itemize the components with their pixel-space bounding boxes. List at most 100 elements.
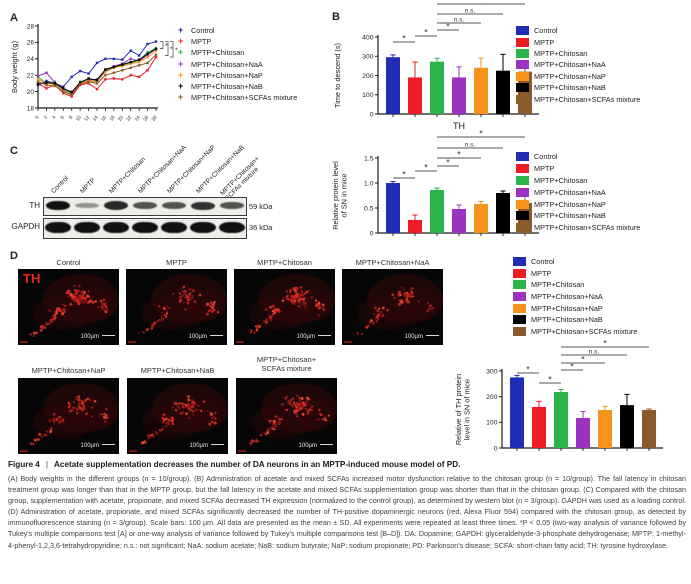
data-point [129, 60, 132, 64]
significance-asterisk: * [170, 47, 173, 54]
th-positive-neuron-dot [273, 310, 275, 312]
th-positive-neuron-dot [72, 401, 75, 403]
legend-row: Control [516, 25, 640, 36]
y-tick-label: 100 [486, 420, 498, 427]
data-point [95, 78, 99, 82]
th-positive-neuron-dot [292, 294, 295, 297]
legend-line-marker-icon: + [178, 47, 184, 58]
y-tick-label: 28 [27, 23, 35, 30]
legend-label: MPTP+Chitosan+NaP [531, 303, 603, 313]
micrograph-title: MPTP+Chitosan+NaP [31, 366, 106, 375]
th-positive-neuron-dot [375, 320, 378, 323]
th-positive-neuron-dot [322, 305, 324, 308]
th-positive-neuron-dot [167, 422, 170, 426]
th-positive-neuron-dot [289, 293, 292, 296]
x-tick-label: 20 [117, 114, 125, 122]
th-positive-neuron-dot [427, 309, 430, 312]
bar [452, 209, 466, 233]
th-positive-neuron-dot [317, 314, 321, 317]
th-positive-neuron-dot [317, 304, 321, 308]
scale-bar-line [102, 444, 115, 445]
th-positive-neuron-dot [162, 413, 166, 416]
protein-band [133, 202, 157, 209]
protein-band [104, 201, 129, 210]
legend-label: MPTP+Chitosan+SCFAs mixture [191, 93, 298, 103]
th-positive-neuron-dot [192, 289, 196, 293]
legend-label: MPTP+Chitosan [534, 48, 588, 58]
th-positive-neuron-dot [285, 290, 288, 293]
data-point [87, 80, 90, 83]
th-positive-neuron-dot [291, 302, 295, 305]
th-positive-neuron-dot [76, 295, 79, 299]
significance-label: * [424, 163, 428, 173]
th-positive-neuron-dot [75, 293, 78, 295]
data-point [121, 63, 124, 66]
legend-swatch-icon [516, 71, 529, 81]
th-positive-neuron-dot [271, 304, 275, 308]
scale-bar-line [320, 444, 333, 445]
th-positive-neuron-dot [171, 422, 175, 425]
significance-label: * [446, 22, 450, 32]
th-positive-neuron-dot [300, 407, 304, 410]
legend-row: MPTP+Chitosan+SCFAs mixture [516, 222, 640, 234]
legend-label: MPTP+Chitosan+NaB [534, 211, 606, 221]
legend-row: MPTP [516, 163, 640, 175]
th-positive-neuron-dot [143, 439, 146, 442]
th-positive-neuron-dot [266, 320, 269, 324]
th-positive-neuron-dot [278, 308, 281, 311]
y-tick-label: 26 [27, 40, 35, 47]
th-positive-neuron-dot [193, 300, 197, 304]
corner-mark [128, 341, 136, 343]
th-positive-neuron-dot [198, 293, 202, 297]
th-positive-neuron-dot [58, 419, 60, 421]
scale-bar-label: 100μm [80, 334, 99, 340]
th-positive-neuron-dot [273, 428, 276, 431]
th-positive-neuron-dot [303, 292, 306, 295]
th-positive-neuron-dot [378, 307, 381, 310]
th-positive-neuron-dot [269, 317, 273, 321]
th-positive-neuron-dot [71, 298, 74, 301]
legend-swatch-icon [513, 326, 526, 336]
bar [642, 410, 656, 448]
legend-swatch-icon [516, 199, 529, 209]
data-point [154, 40, 158, 43]
blot-protein-label: TH [29, 201, 40, 210]
data-point [129, 66, 132, 70]
th-positive-neuron-dot [158, 305, 161, 308]
th-positive-neuron-dot [39, 328, 43, 332]
th-positive-neuron-dot [411, 291, 413, 293]
chart-title: TH [453, 121, 465, 131]
th-positive-neuron-dot [183, 289, 186, 293]
th-positive-neuron-dot [291, 404, 293, 407]
th-positive-neuron-dot [287, 400, 291, 403]
significance-label: n.s. [465, 142, 476, 149]
th-positive-neuron-dot [288, 402, 292, 406]
y-axis-title: Time to descend (s) [333, 43, 342, 108]
th-positive-neuron-dot [138, 332, 140, 334]
th-if-bar-chart: 0 100 200 300 Relative of TH protein level in… [454, 339, 663, 452]
th-positive-neuron-dot [381, 306, 385, 310]
th-positive-neuron-dot [63, 310, 66, 314]
th-positive-neuron-dot [292, 403, 295, 406]
th-positive-neuron-dot [77, 398, 81, 402]
data-point [87, 82, 90, 85]
th-positive-neuron-dot [356, 332, 360, 335]
th-positive-neuron-dot [29, 333, 32, 336]
th-positive-neuron-dot [52, 315, 55, 318]
th-positive-neuron-dot [264, 432, 268, 436]
th-positive-neuron-dot [105, 416, 109, 420]
th-positive-neuron-dot [173, 292, 175, 294]
micrograph-title: MPTP [166, 258, 187, 267]
bar [386, 183, 400, 233]
th-positive-neuron-dot [192, 401, 194, 404]
scale-bar-line [426, 335, 439, 336]
red-haze [261, 383, 337, 433]
th-positive-neuron-dot [85, 412, 88, 416]
th-positive-neuron-dot [49, 427, 53, 431]
data-point [95, 87, 99, 91]
data-point [70, 75, 73, 79]
th-positive-neuron-dot [299, 286, 303, 289]
data-point [137, 58, 141, 61]
panel-label-b: B [332, 11, 340, 23]
th-positive-neuron-dot [163, 313, 167, 317]
